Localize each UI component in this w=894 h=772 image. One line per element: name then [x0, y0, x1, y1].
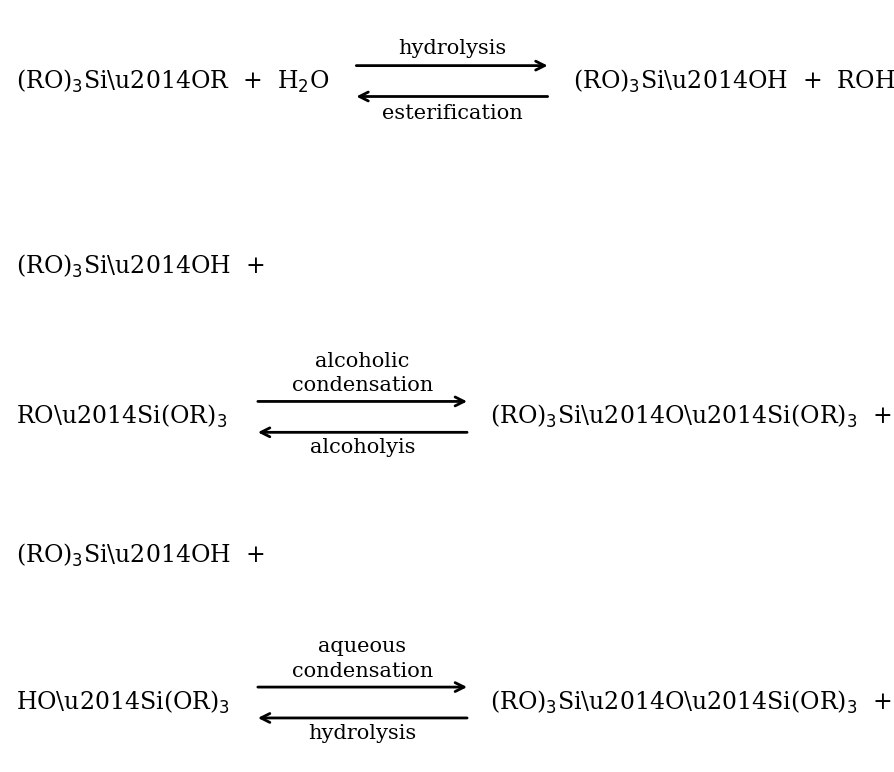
Text: HO\u2014Si(OR)$_3$: HO\u2014Si(OR)$_3$ [16, 689, 230, 716]
Text: condensation: condensation [291, 662, 433, 681]
Text: (RO)$_3$Si\u2014OH  +  ROH: (RO)$_3$Si\u2014OH + ROH [572, 67, 894, 95]
Text: aqueous: aqueous [318, 637, 406, 656]
Text: (RO)$_3$Si\u2014OH  +: (RO)$_3$Si\u2014OH + [16, 252, 264, 280]
Text: RO\u2014Si(OR)$_3$: RO\u2014Si(OR)$_3$ [16, 403, 227, 431]
Text: esterification: esterification [381, 104, 522, 124]
Text: alcoholyis: alcoholyis [309, 438, 415, 458]
Text: alcoholic: alcoholic [315, 351, 409, 371]
Text: (RO)$_3$Si\u2014OR  +  H$_2$O: (RO)$_3$Si\u2014OR + H$_2$O [16, 67, 329, 95]
Text: (RO)$_3$Si\u2014OH  +: (RO)$_3$Si\u2014OH + [16, 542, 264, 570]
Text: hydrolysis: hydrolysis [308, 724, 416, 743]
Text: (RO)$_3$Si\u2014O\u2014Si(OR)$_3$  +  ROH: (RO)$_3$Si\u2014O\u2014Si(OR)$_3$ + ROH [490, 403, 894, 431]
Text: hydrolysis: hydrolysis [398, 39, 505, 58]
Text: condensation: condensation [291, 376, 433, 395]
Text: (RO)$_3$Si\u2014O\u2014Si(OR)$_3$  +  H$_2$O: (RO)$_3$Si\u2014O\u2014Si(OR)$_3$ + H$_2… [490, 689, 894, 716]
